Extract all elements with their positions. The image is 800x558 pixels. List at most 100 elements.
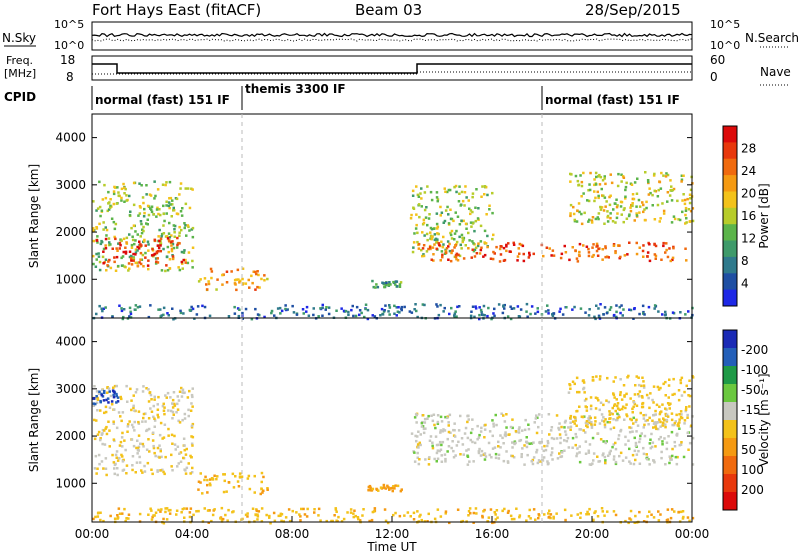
data-cell bbox=[615, 198, 618, 201]
data-cell bbox=[206, 483, 209, 487]
data-cell bbox=[257, 273, 260, 277]
data-cell bbox=[273, 519, 277, 523]
data-cell bbox=[431, 446, 435, 450]
data-cell bbox=[98, 268, 102, 272]
data-cell bbox=[461, 443, 465, 446]
freq-tick-top: 18 bbox=[60, 53, 75, 67]
data-cell bbox=[576, 513, 579, 516]
data-cell bbox=[176, 408, 180, 411]
data-cell bbox=[221, 283, 224, 286]
data-cell bbox=[138, 182, 141, 185]
data-cell bbox=[522, 252, 525, 256]
data-cell bbox=[171, 242, 175, 246]
data-cell bbox=[352, 515, 355, 519]
y-tick-label: 1000 bbox=[55, 476, 86, 490]
data-cell bbox=[422, 253, 425, 256]
data-cell bbox=[588, 183, 591, 186]
data-cell bbox=[584, 405, 587, 408]
data-cell bbox=[587, 247, 590, 251]
data-cell bbox=[170, 453, 173, 457]
data-cell bbox=[383, 309, 386, 312]
data-cell bbox=[564, 430, 567, 433]
data-cell bbox=[125, 199, 128, 202]
data-cell bbox=[176, 395, 179, 398]
data-cell bbox=[455, 229, 458, 233]
data-cell bbox=[442, 428, 445, 431]
data-cell bbox=[188, 206, 192, 210]
data-cell bbox=[414, 434, 417, 438]
data-cell bbox=[508, 250, 511, 253]
data-cell bbox=[665, 413, 669, 416]
data-cell bbox=[101, 198, 105, 201]
data-cell bbox=[606, 420, 609, 424]
data-cell bbox=[615, 315, 618, 319]
data-cell bbox=[150, 210, 154, 214]
data-cell bbox=[587, 421, 591, 425]
data-cell bbox=[131, 238, 135, 242]
data-cell bbox=[124, 246, 127, 249]
data-cell bbox=[579, 307, 583, 310]
data-cell bbox=[642, 380, 645, 383]
data-cell bbox=[166, 245, 170, 249]
data-cell bbox=[121, 264, 125, 267]
data-cell bbox=[180, 214, 184, 217]
data-cell bbox=[105, 234, 108, 237]
data-cell bbox=[121, 317, 125, 321]
data-cell bbox=[583, 399, 587, 402]
data-cell bbox=[367, 488, 370, 492]
data-cell bbox=[137, 434, 141, 437]
data-cell bbox=[117, 507, 121, 510]
data-cell bbox=[569, 416, 572, 420]
data-cell bbox=[557, 428, 561, 431]
data-cell bbox=[168, 206, 171, 210]
data-cell bbox=[603, 177, 606, 180]
data-cell bbox=[138, 261, 141, 264]
data-cell bbox=[642, 386, 646, 389]
data-cell bbox=[238, 476, 242, 479]
data-cell bbox=[393, 312, 396, 315]
nsky-panel-frame bbox=[91, 21, 693, 51]
data-cell bbox=[121, 445, 124, 448]
data-cell bbox=[671, 258, 674, 262]
data-cell bbox=[507, 242, 510, 245]
data-cell bbox=[435, 241, 438, 244]
data-cell bbox=[688, 201, 692, 205]
data-cell bbox=[221, 273, 224, 277]
data-cell bbox=[191, 188, 194, 191]
data-cell bbox=[102, 519, 105, 523]
data-cell bbox=[469, 512, 472, 515]
data-cell bbox=[141, 196, 145, 199]
data-cell bbox=[354, 514, 357, 518]
nave-label: Nave bbox=[760, 65, 791, 79]
colorbar-tick-label: -100 bbox=[741, 363, 768, 377]
data-cell bbox=[691, 219, 695, 223]
data-cell bbox=[452, 219, 455, 223]
data-cell bbox=[421, 254, 424, 258]
nsearch-tick-top: 10^5 bbox=[710, 18, 740, 31]
data-cell bbox=[265, 513, 268, 517]
station-title: Fort Hays East (fitACF) bbox=[92, 1, 261, 19]
data-cell bbox=[116, 249, 119, 252]
data-cell bbox=[165, 518, 169, 521]
data-cell bbox=[102, 250, 105, 253]
data-cell bbox=[115, 247, 118, 250]
data-cell bbox=[518, 515, 521, 519]
data-cell bbox=[247, 278, 250, 282]
data-cell bbox=[170, 433, 174, 437]
data-cell bbox=[628, 241, 631, 244]
data-cell bbox=[103, 391, 106, 395]
data-cell bbox=[686, 197, 689, 201]
data-cell bbox=[657, 510, 660, 513]
data-cell bbox=[171, 417, 174, 420]
data-cell bbox=[450, 217, 454, 221]
data-cell bbox=[256, 313, 260, 316]
data-cell bbox=[658, 220, 661, 223]
data-cell bbox=[139, 262, 143, 266]
data-cell bbox=[508, 433, 511, 436]
data-cell bbox=[312, 313, 315, 317]
data-cell bbox=[100, 393, 104, 397]
data-cell bbox=[525, 302, 529, 306]
data-cell bbox=[171, 240, 174, 243]
colorbar-tick-label: 200 bbox=[741, 483, 764, 497]
